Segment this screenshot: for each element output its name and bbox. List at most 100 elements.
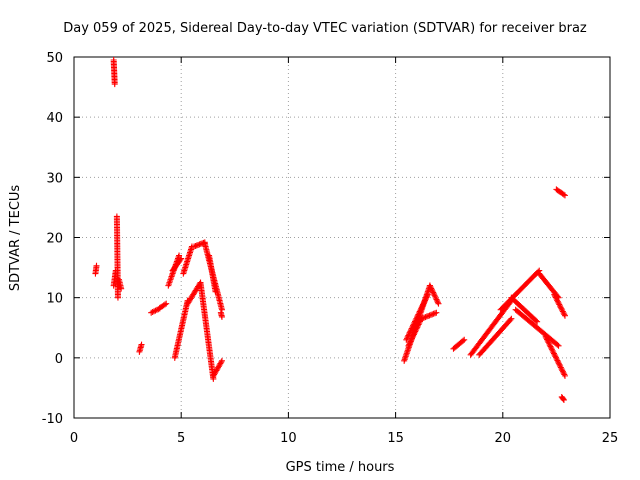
grid-lines xyxy=(74,57,610,418)
data-point xyxy=(426,282,433,289)
data-point xyxy=(177,256,184,263)
data-point xyxy=(161,301,168,308)
y-axis-label: SDTVAR / TECUs xyxy=(8,185,23,292)
x-axis-label: GPS time / hours xyxy=(286,460,395,475)
data-point xyxy=(555,300,562,307)
data-point xyxy=(550,349,557,356)
data-point xyxy=(558,365,565,372)
data-point xyxy=(554,298,561,305)
data-point xyxy=(557,364,564,371)
y-tick-label: -10 xyxy=(42,412,63,427)
data-point xyxy=(405,342,412,349)
data-point xyxy=(432,295,439,302)
data-point xyxy=(432,293,439,300)
data-point xyxy=(546,340,553,347)
data-point xyxy=(548,346,555,353)
data-point xyxy=(561,192,568,199)
data-point xyxy=(422,297,429,304)
data-point xyxy=(543,335,550,342)
data-point xyxy=(560,191,567,198)
data-point xyxy=(554,341,561,348)
data-point xyxy=(560,396,567,403)
data-point xyxy=(406,339,413,346)
data-point xyxy=(415,311,422,318)
data-point xyxy=(118,285,125,292)
data-point xyxy=(424,293,431,300)
data-point xyxy=(559,367,566,374)
data-point xyxy=(410,332,417,339)
data-point xyxy=(412,327,419,334)
data-point xyxy=(409,334,416,341)
data-point xyxy=(151,308,158,315)
data-point xyxy=(414,324,421,331)
data-point xyxy=(416,320,423,326)
data-point xyxy=(559,368,566,375)
data-point xyxy=(552,294,559,301)
x-tick-label: 20 xyxy=(495,431,512,446)
data-point xyxy=(138,341,145,348)
data-point xyxy=(410,331,417,338)
data-point xyxy=(547,343,554,350)
x-tick-label: 10 xyxy=(280,431,297,446)
data-point xyxy=(149,309,156,316)
data-point xyxy=(413,325,420,332)
data-point xyxy=(555,358,562,365)
data-point xyxy=(561,372,568,379)
data-point xyxy=(435,300,442,307)
data-point xyxy=(412,328,419,335)
data-point xyxy=(414,312,421,319)
data-point xyxy=(406,341,413,348)
data-point xyxy=(555,342,562,349)
data-point xyxy=(111,81,118,88)
data-point xyxy=(414,314,421,321)
y-tick-label: 50 xyxy=(46,51,63,66)
y-tick-label: 0 xyxy=(55,352,63,367)
data-point xyxy=(542,333,549,340)
data-point xyxy=(415,321,422,328)
y-tick-label: 30 xyxy=(46,171,63,186)
data-point xyxy=(411,329,418,336)
data-point xyxy=(508,315,515,322)
x-tick-label: 0 xyxy=(70,431,78,446)
y-tick-label: 40 xyxy=(46,111,63,126)
data-point xyxy=(152,307,159,314)
data-point xyxy=(557,363,564,370)
y-tick-label: 20 xyxy=(46,232,63,247)
data-point xyxy=(559,307,566,314)
data-point xyxy=(544,337,551,344)
data-point xyxy=(418,304,425,311)
data-point xyxy=(428,285,435,292)
data-point xyxy=(553,354,560,361)
data-point xyxy=(418,305,425,312)
data-point xyxy=(417,307,424,314)
data-point xyxy=(561,371,568,378)
data-point xyxy=(551,291,558,298)
data-point xyxy=(416,308,423,315)
axis-ticks xyxy=(73,56,611,419)
data-point xyxy=(212,288,219,295)
data-point xyxy=(460,337,467,344)
data-point xyxy=(178,255,185,262)
data-point xyxy=(557,304,564,311)
data-point xyxy=(549,347,556,354)
data-point xyxy=(114,294,121,301)
data-point xyxy=(561,311,568,318)
data-point xyxy=(430,290,437,297)
data-point xyxy=(551,351,558,358)
data-point xyxy=(561,312,568,319)
data-point xyxy=(427,284,434,291)
data-point xyxy=(553,295,560,302)
data-point xyxy=(428,286,435,293)
data-point xyxy=(218,357,225,364)
data-point xyxy=(420,300,427,307)
axis-tick-labels: 0 5 10 15 20 25 -10 0 10 20 30 40 50 xyxy=(42,51,619,446)
data-point xyxy=(416,318,423,325)
data-point xyxy=(546,342,553,349)
data-point xyxy=(560,395,567,402)
data-point xyxy=(218,313,225,320)
data-point xyxy=(424,291,431,298)
data-point xyxy=(554,357,561,364)
data-point xyxy=(461,336,468,343)
data-point xyxy=(163,300,170,307)
